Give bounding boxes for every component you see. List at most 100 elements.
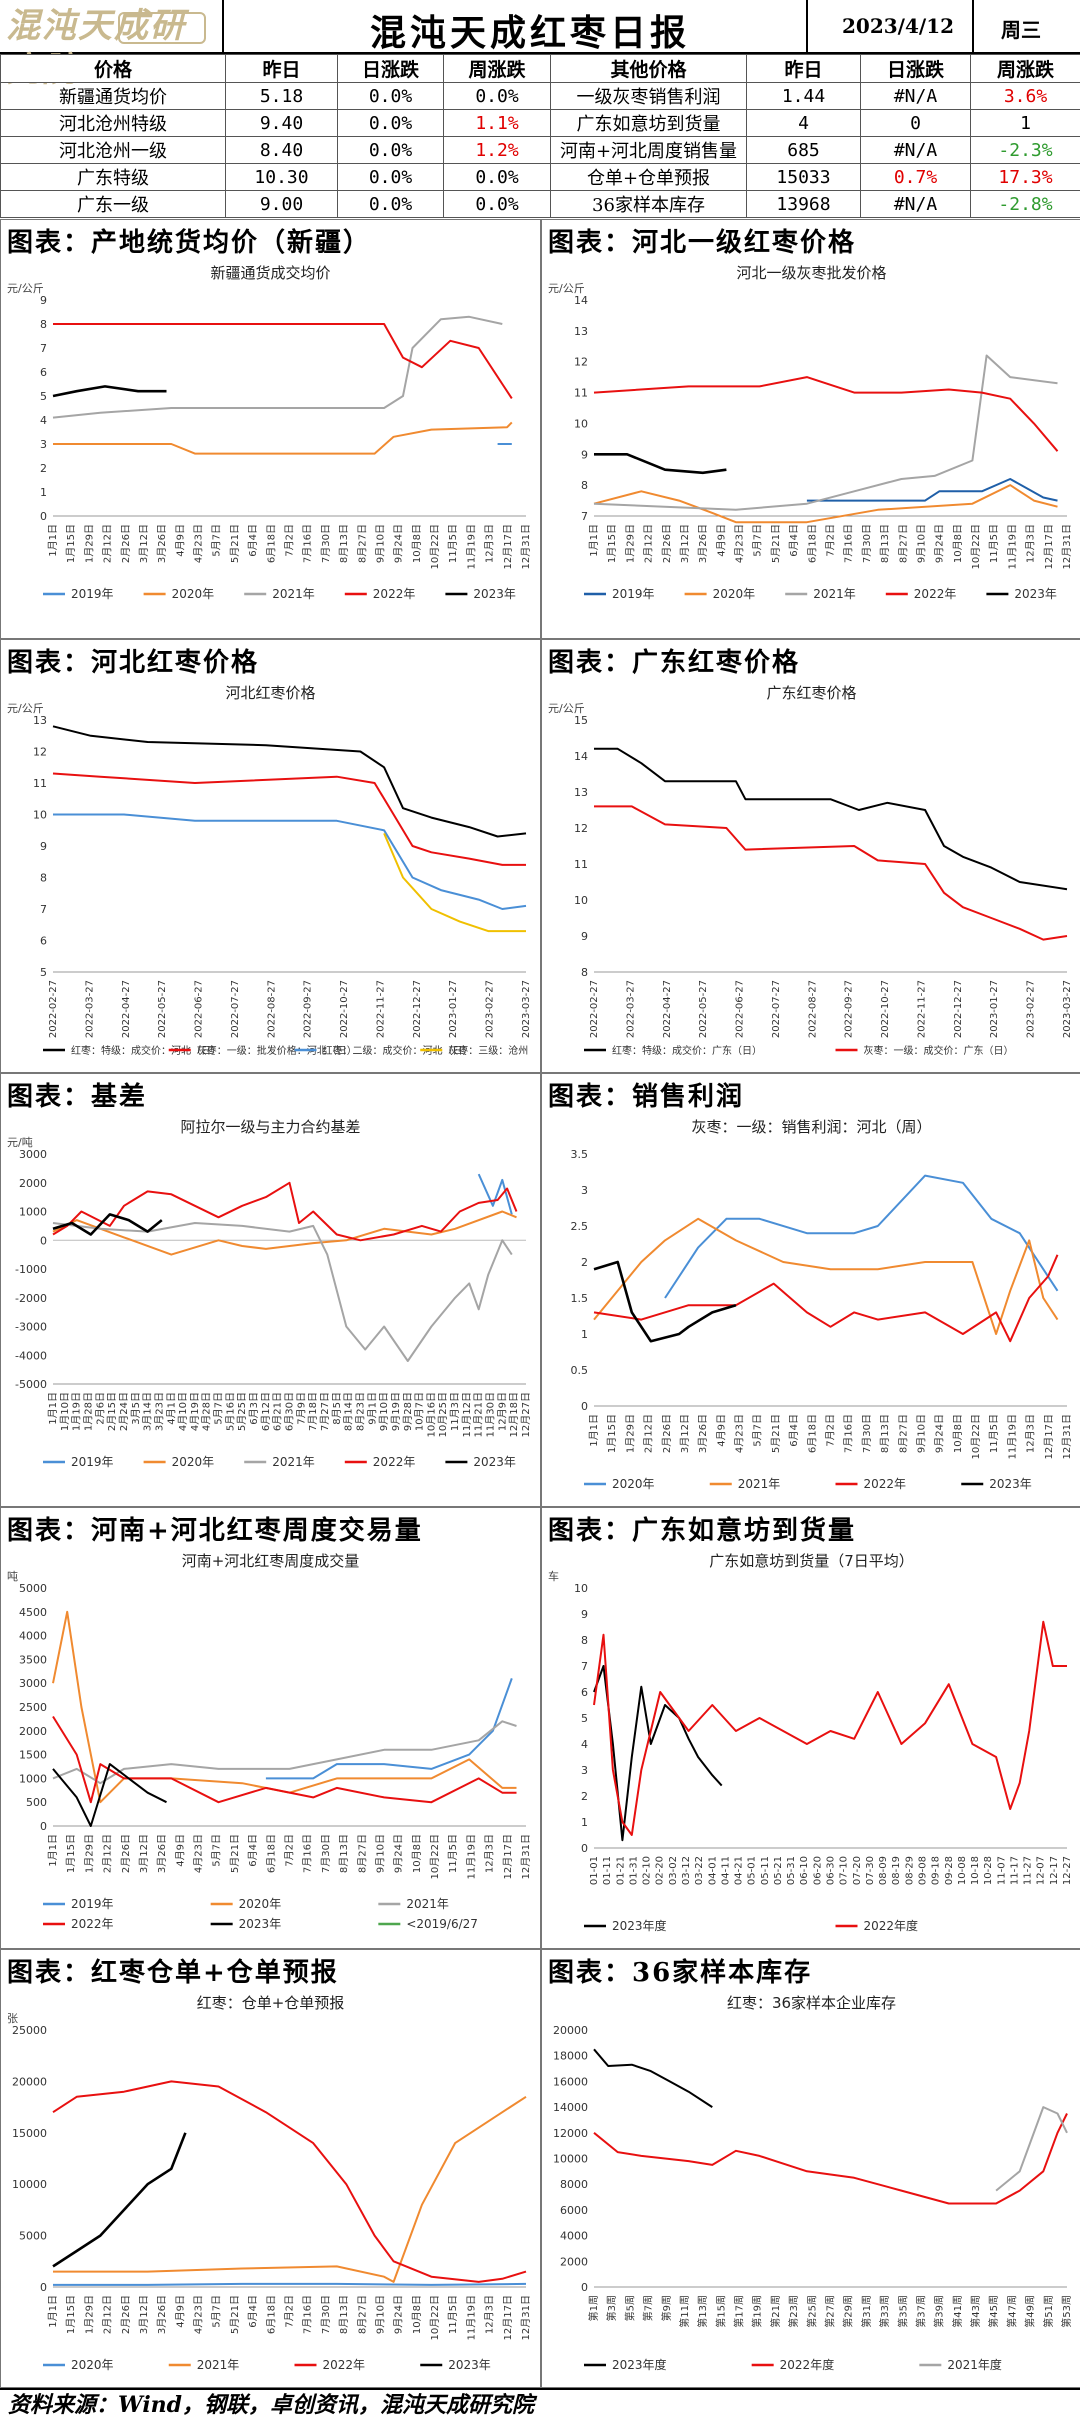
x-tick-label: 12月17日	[502, 524, 514, 569]
y-tick-label: 3	[581, 1184, 588, 1197]
x-tick-label: 6月21日	[272, 1392, 284, 1431]
x-tick-label: 8月13日	[338, 2295, 350, 2334]
x-tick-label: 08-29	[904, 1856, 915, 1885]
y-tick-label: 500	[26, 1796, 47, 1809]
x-tick-label: 04-01	[707, 1856, 718, 1885]
legend-label: 2020年	[172, 587, 215, 601]
table-cell: 5.18	[226, 83, 338, 110]
legend-label: 2019年	[71, 1455, 114, 1469]
y-tick-label: 1000	[19, 1772, 47, 1785]
y-tick-label: 9	[581, 1608, 588, 1621]
x-tick-label: 4月10日	[177, 1392, 189, 1431]
y-tick-label: 3	[581, 1764, 588, 1777]
x-tick-label: 第7周	[642, 2295, 655, 2321]
header-divider	[806, 0, 808, 52]
y-tick-label: 6	[40, 935, 47, 948]
x-tick-label: 2月12日	[643, 524, 655, 563]
y-tick-label: 4	[581, 1738, 588, 1751]
legend-label: 2021年	[272, 1455, 315, 1469]
legend-label: 2022年度	[864, 1918, 919, 1933]
x-tick-label: 12-17	[1049, 1856, 1060, 1885]
x-tick-label: 09-08	[917, 1856, 928, 1885]
legend-label: 2021年	[738, 1477, 781, 1491]
series-line	[53, 1223, 512, 1361]
x-tick-label: 03-22	[694, 1856, 705, 1885]
y-tick-label: 11	[574, 387, 588, 400]
table-header-cell: 昨日	[226, 55, 338, 83]
x-tick-label: 第39周	[933, 2295, 946, 2328]
table-cell: 4	[747, 110, 861, 137]
report-date: 2023/4/12	[842, 14, 954, 38]
y-tick-label: 8	[40, 872, 47, 885]
series-line	[53, 386, 167, 396]
x-tick-label: 9月10日	[374, 524, 386, 563]
x-tick-label: 10月8日	[952, 524, 964, 563]
x-tick-label: 6月3日	[248, 1392, 260, 1425]
x-tick-label: 2月26日	[120, 524, 132, 563]
y-tick-label: -4000	[15, 1349, 47, 1362]
x-tick-label: 07-30	[865, 1856, 876, 1885]
x-tick-label: 4月23日	[193, 524, 205, 563]
y-tick-label: 0	[40, 2281, 47, 2294]
y-tick-label: 9	[581, 930, 588, 943]
x-tick-label: 第23周	[787, 2295, 800, 2328]
x-tick-label: 8月27日	[356, 1834, 368, 1873]
chart-title: 河北一级灰枣批发价格	[736, 264, 886, 282]
y-tick-label: 13	[574, 325, 588, 338]
x-tick-label: 2022-09-27	[844, 980, 855, 1038]
panel-title: 图表：产地统货均价（新疆）	[7, 222, 371, 259]
table-cell: 13968	[747, 191, 861, 218]
legend-label: 2022年度	[780, 2357, 835, 2372]
legend-label: 2021年	[406, 1897, 449, 1911]
x-tick-label: 2022-11-27	[916, 980, 927, 1038]
panel-title: 图表：36家样本库存	[548, 1952, 812, 1989]
x-tick-label: 3月26日	[156, 2295, 168, 2334]
table-cell: 0	[861, 110, 971, 137]
company-logo: 混沌天成研究院	[6, 4, 216, 48]
x-tick-label: 第13周	[696, 2295, 709, 2328]
x-tick-label: 10月22日	[429, 2295, 441, 2340]
x-tick-label: 01-11	[602, 1856, 613, 1885]
x-tick-label: 4月23日	[193, 2295, 205, 2334]
x-tick-label: 07-20	[852, 1856, 863, 1885]
x-tick-label: 3月26日	[697, 524, 709, 563]
x-tick-label: 9月10日	[915, 524, 927, 563]
x-tick-label: 2022-11-27	[375, 980, 386, 1038]
y-tick-label: 10	[574, 417, 588, 430]
x-tick-label: 1月29日	[624, 1414, 636, 1453]
series-line	[53, 2284, 526, 2285]
panel-title: 图表：河南+河北红枣周度交易量	[7, 1510, 423, 1547]
x-tick-label: 2022-08-27	[807, 980, 818, 1038]
y-tick-label: 18000	[553, 2050, 588, 2063]
x-tick-label: 2023-01-27	[989, 980, 1000, 1038]
legend-label: 2022年	[373, 587, 416, 601]
y-tick-label: 6	[581, 1686, 588, 1699]
x-tick-label: 2月26日	[661, 524, 673, 563]
series-line	[594, 1666, 722, 1840]
y-tick-label: 8	[581, 1634, 588, 1647]
x-tick-label: 11月12日	[461, 1392, 473, 1437]
x-tick-label: 10月22日	[429, 1834, 441, 1879]
legend-label: 2023年	[239, 1917, 282, 1931]
x-tick-label: 1月19日	[71, 1392, 83, 1431]
y-tick-label: 10	[574, 1582, 588, 1595]
x-tick-label: 05-21	[773, 1856, 784, 1885]
x-tick-label: 5月21日	[770, 1414, 782, 1453]
x-tick-label: 9月1日	[366, 1392, 378, 1425]
x-tick-label: 11月5日	[447, 1834, 459, 1873]
y-tick-label: 0	[581, 1842, 588, 1855]
table-header-cell: 周涨跌	[971, 55, 1080, 83]
y-axis-label: 元/公斤	[7, 282, 44, 295]
x-tick-label: 11月5日	[988, 524, 1000, 563]
x-tick-label: 11月19日	[1006, 524, 1018, 569]
x-tick-label: 5月16日	[224, 1392, 236, 1431]
x-tick-label: 11月5日	[988, 1414, 1000, 1453]
x-tick-label: 2023-01-27	[448, 980, 459, 1038]
